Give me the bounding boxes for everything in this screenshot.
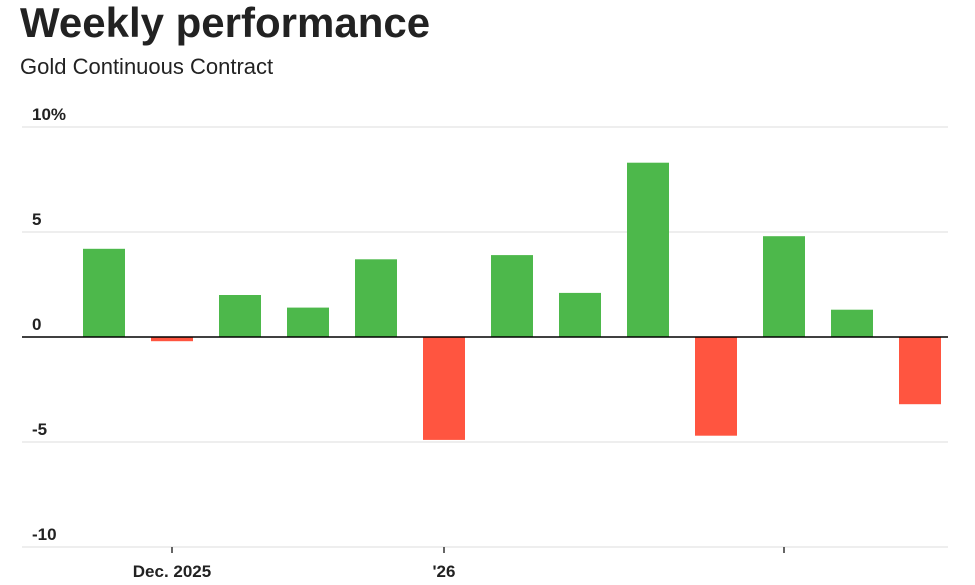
bar xyxy=(151,337,193,342)
x-tick-label: '26 xyxy=(433,562,456,581)
bar xyxy=(831,309,873,337)
x-tick-label: Dec. 2025 xyxy=(133,562,211,581)
y-tick-label: 5 xyxy=(32,210,41,229)
chart-title: Weekly performance xyxy=(20,0,430,46)
bar xyxy=(491,255,533,337)
bar xyxy=(355,259,397,337)
y-tick-label: -5 xyxy=(32,420,47,439)
bar xyxy=(695,337,737,436)
bar xyxy=(83,248,125,337)
y-tick-label: -10 xyxy=(32,525,57,544)
y-tick-label: 0 xyxy=(32,315,41,334)
bar xyxy=(287,307,329,337)
y-tick-label: 10% xyxy=(32,105,66,124)
bar xyxy=(763,236,805,337)
bar xyxy=(627,162,669,337)
bar xyxy=(423,337,465,440)
bar xyxy=(559,292,601,337)
bar xyxy=(219,295,261,337)
bar xyxy=(899,337,941,405)
chart-subtitle: Gold Continuous Contract xyxy=(20,54,273,79)
